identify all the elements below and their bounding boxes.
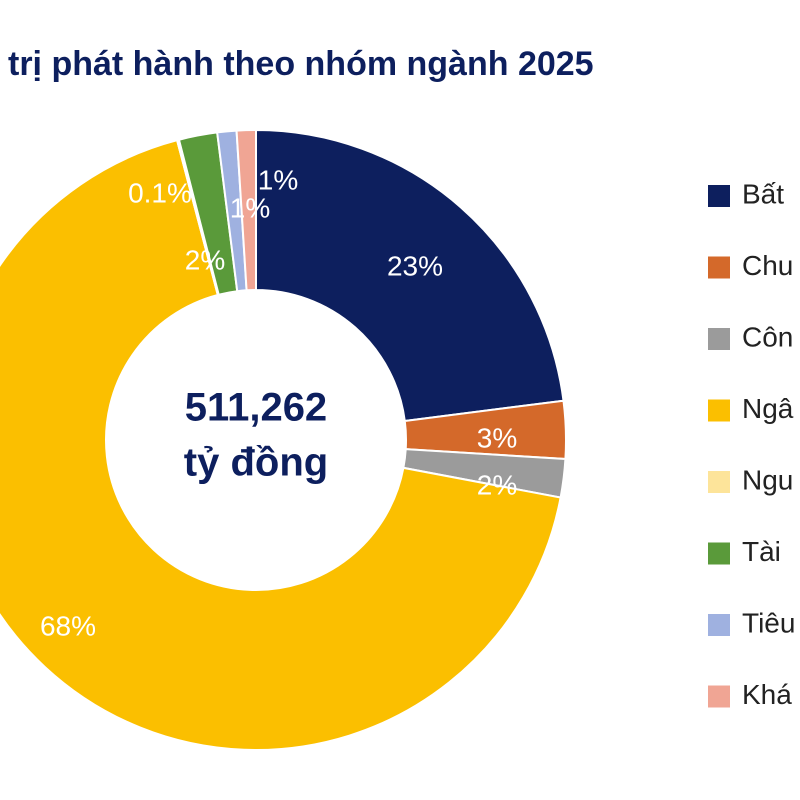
legend-swatch: [708, 185, 730, 207]
slice-label: 2%: [477, 469, 517, 500]
slice: [235, 128, 257, 292]
slice-label: 3%: [477, 422, 517, 453]
slice-label: 68%: [40, 610, 96, 641]
legend-label: Tài: [742, 536, 781, 567]
legend-swatch: [708, 685, 730, 708]
legend-label: Ngu: [742, 464, 793, 495]
legend-swatch: [708, 399, 730, 422]
slice-label: 1%: [230, 192, 270, 223]
slice-label: 2%: [185, 244, 225, 275]
legend-label: Ngâ: [742, 393, 794, 424]
legend-swatch: [708, 256, 730, 279]
legend-label: Chu: [742, 250, 793, 281]
legend-label: Côn: [742, 321, 793, 352]
slices: [0, 128, 567, 751]
slice: [0, 138, 562, 751]
legend-label: Khá: [742, 679, 792, 710]
legend-swatch: [708, 328, 730, 350]
legend-swatch: [708, 471, 730, 493]
chart-title: trị phát hành theo nhóm ngành 2025: [8, 45, 594, 83]
slice-label: 1%: [258, 164, 298, 195]
legend-swatch: [708, 542, 730, 565]
slice-label: 23%: [387, 250, 443, 281]
legend-label: Tiêu: [742, 607, 795, 638]
slice: [255, 128, 565, 423]
slice-label: 0.1%: [128, 177, 192, 208]
center-value: 511,262: [185, 386, 327, 430]
center-unit: tỷ đồng: [184, 441, 328, 485]
legend-label: Bất: [742, 178, 784, 209]
legend-swatch: [708, 614, 730, 636]
